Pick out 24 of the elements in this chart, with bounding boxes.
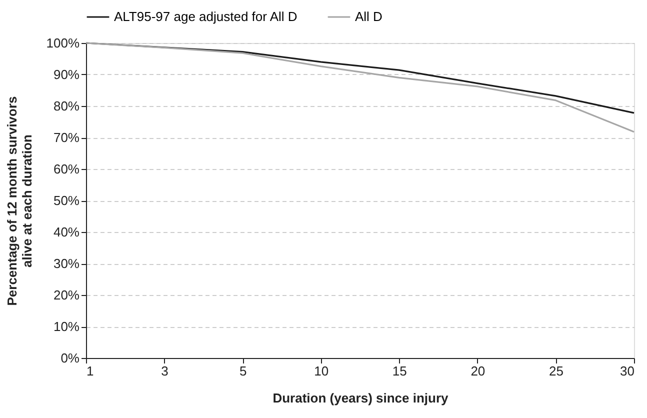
y-tick-label: 40% <box>53 224 80 240</box>
x-tick-label: 3 <box>161 364 168 378</box>
x-tick-label: 1 <box>86 364 94 378</box>
y-tick-label: 90% <box>53 67 80 82</box>
legend-label: ALT95-97 age adjusted for All D <box>114 9 298 24</box>
y-axis-title: Percentage of 12 month survivors alive at each duration <box>4 96 34 306</box>
y-tick-label: 70% <box>53 130 80 145</box>
y-tick-label: 30% <box>53 256 80 271</box>
x-tick-label: 10 <box>314 364 329 378</box>
y-tick-label: 80% <box>53 98 80 114</box>
x-tick-label: 15 <box>392 364 407 378</box>
y-tick-label: 10% <box>53 319 80 334</box>
y-tick-label: 60% <box>53 162 80 176</box>
y-tick-label: 20% <box>53 288 80 302</box>
x-tick-label: 20 <box>470 364 486 378</box>
y-tick-label: 100% <box>46 36 80 50</box>
x-tick-label: 5 <box>239 364 247 378</box>
legend-label: All D <box>355 9 382 24</box>
x-tick-label: 25 <box>548 364 564 378</box>
line-series <box>85 42 635 133</box>
x-tick-label: 30 <box>620 364 634 378</box>
y-tick-label: 0% <box>60 350 80 366</box>
y-tick-label: 50% <box>53 193 80 208</box>
x-axis-title: Duration (years) since injury <box>272 390 450 406</box>
